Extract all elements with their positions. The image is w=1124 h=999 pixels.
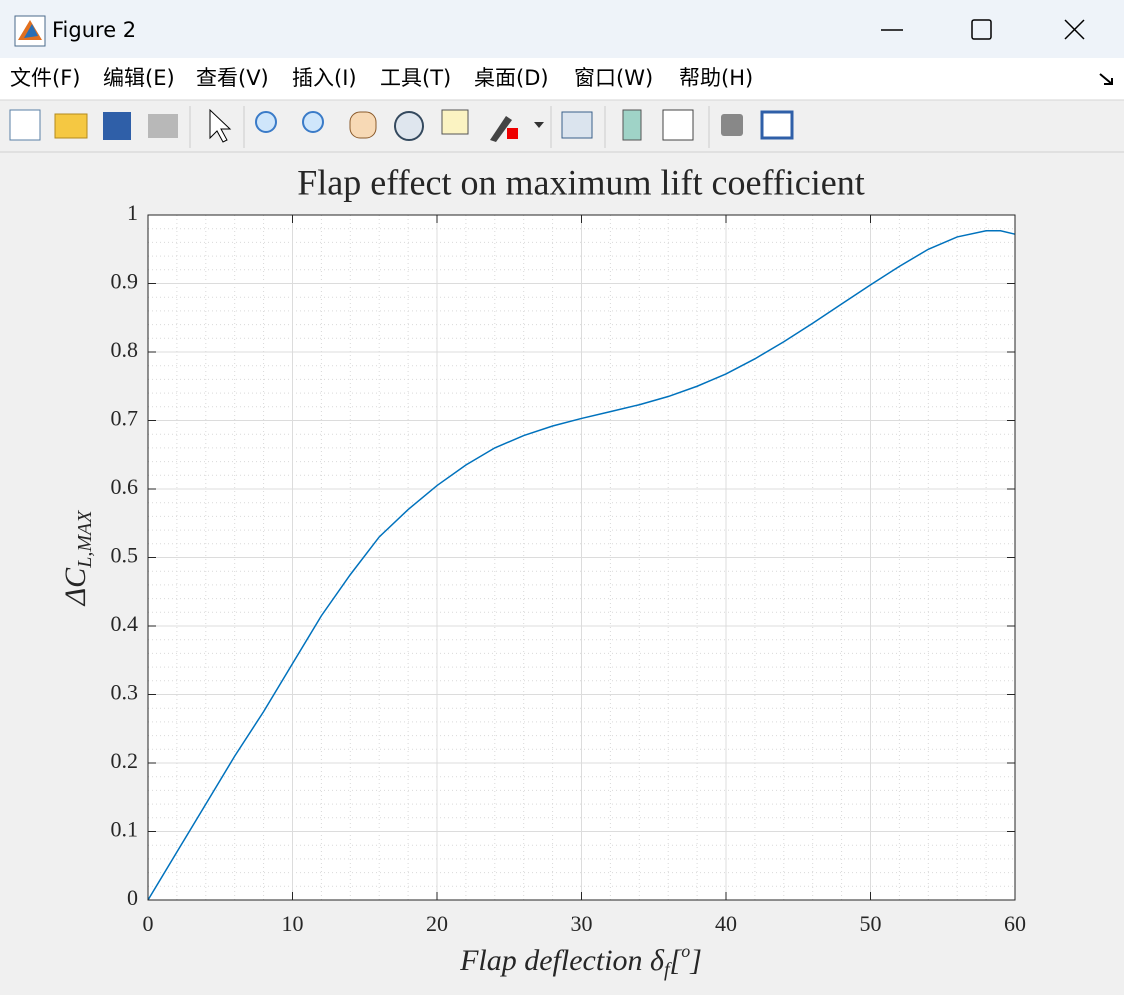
y-axis-label-part: L,MAX: [74, 510, 96, 569]
tool-dropdown[interactable]: [534, 122, 544, 128]
tool-zoom-in[interactable]: [255, 111, 277, 133]
tool-legend[interactable]: [662, 109, 694, 141]
y-tick-label: 1: [127, 200, 138, 225]
title-bar: [0, 0, 1124, 58]
app-icon: [14, 15, 46, 47]
y-axis-label-part: ΔC: [59, 567, 92, 607]
x-tick-label: 50: [860, 911, 882, 936]
chart-title: Flap effect on maximum lift coefficient: [297, 162, 865, 202]
menu-bar: [0, 58, 1124, 100]
tool-brush[interactable]: [490, 116, 512, 142]
x-axis-label-part: Flap deflection δ: [459, 944, 665, 977]
tool-hide[interactable]: [721, 114, 743, 136]
x-tick-label: 10: [282, 911, 304, 936]
maximize-button[interactable]: [971, 19, 992, 40]
toolbar: [9, 106, 794, 148]
tool-print[interactable]: [148, 114, 178, 138]
menu-arrow[interactable]: [1099, 73, 1113, 85]
x-axis-label-part: ]: [689, 944, 702, 977]
axes-box: [147, 214, 1016, 901]
y-tick-label: 0.4: [111, 611, 139, 636]
y-tick-label: 0.5: [111, 543, 139, 568]
data-line: [147, 230, 1016, 901]
x-tick-label: 60: [1004, 911, 1026, 936]
menu-item[interactable]: 桌面(D): [474, 66, 549, 90]
menu-item[interactable]: 帮助(H): [679, 66, 753, 90]
y-tick-label: 0.8: [111, 337, 139, 362]
menu-item[interactable]: 窗口(W): [574, 66, 653, 90]
menu-item[interactable]: 编辑(E): [103, 66, 175, 90]
tool-brush-color: [507, 128, 518, 139]
y-tick-label: 0.1: [111, 817, 139, 842]
menu-item[interactable]: 文件(F): [10, 66, 80, 90]
y-axis-label: ΔCL,MAX: [59, 510, 96, 607]
tool-plottools[interactable]: [760, 110, 794, 140]
y-tick-label: 0.2: [111, 748, 139, 773]
y-tick-label: 0.7: [111, 406, 139, 431]
window-title: Figure 2: [52, 18, 136, 42]
x-axis-label-part: f: [664, 959, 672, 981]
x-tick-label: 0: [143, 911, 154, 936]
y-tick-label: 0: [127, 885, 138, 910]
x-tick-label: 30: [571, 911, 593, 936]
y-tick-label: 0.3: [111, 680, 139, 705]
x-axis-label-part: [: [670, 944, 683, 977]
tool-open[interactable]: [54, 113, 88, 139]
tool-pan[interactable]: [349, 111, 377, 139]
x-axis-label-part: o: [681, 941, 690, 961]
menu-item[interactable]: 查看(V): [196, 66, 269, 90]
tool-save[interactable]: [103, 112, 131, 140]
tool-rotate[interactable]: [394, 111, 424, 141]
x-tick-label: 20: [426, 911, 448, 936]
close-button[interactable]: [1064, 19, 1085, 40]
tool-colorbar[interactable]: [622, 109, 642, 141]
x-tick-label: 40: [715, 911, 737, 936]
y-tick-label: 0.9: [111, 269, 139, 294]
tool-zoom-out[interactable]: [302, 111, 324, 133]
x-axis-label: Flap deflection δf[o]: [459, 941, 702, 980]
tool-datatip[interactable]: [441, 109, 469, 135]
tool-link[interactable]: [561, 111, 593, 139]
y-tick-label: 0.6: [111, 474, 139, 499]
tool-new[interactable]: [9, 109, 41, 141]
menu-item[interactable]: 工具(T): [380, 66, 451, 90]
menu-item[interactable]: 插入(I): [292, 66, 357, 90]
tool-pointer[interactable]: [209, 108, 232, 143]
